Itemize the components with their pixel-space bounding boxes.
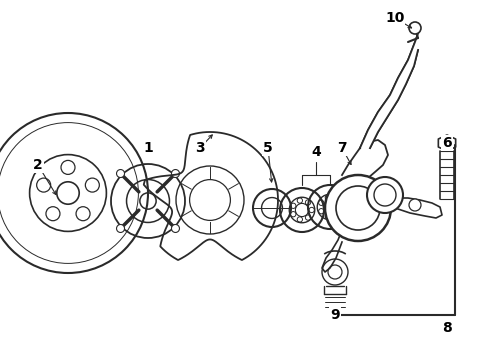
Text: 10: 10 [385, 11, 405, 25]
Circle shape [409, 22, 421, 34]
Circle shape [409, 199, 421, 211]
Text: 2: 2 [33, 158, 43, 172]
Circle shape [325, 175, 391, 241]
Text: 1: 1 [143, 141, 153, 155]
Text: 4: 4 [311, 145, 321, 159]
Circle shape [117, 170, 124, 177]
Polygon shape [385, 198, 442, 218]
Text: 6: 6 [442, 136, 452, 150]
Text: 8: 8 [442, 321, 452, 335]
Circle shape [172, 170, 179, 177]
Text: 5: 5 [263, 141, 273, 155]
Circle shape [367, 177, 403, 213]
Circle shape [336, 186, 380, 230]
Circle shape [172, 225, 179, 233]
Polygon shape [360, 28, 420, 148]
Circle shape [117, 225, 124, 233]
Text: 9: 9 [330, 308, 340, 322]
Text: 3: 3 [195, 141, 205, 155]
Text: 7: 7 [337, 141, 347, 155]
